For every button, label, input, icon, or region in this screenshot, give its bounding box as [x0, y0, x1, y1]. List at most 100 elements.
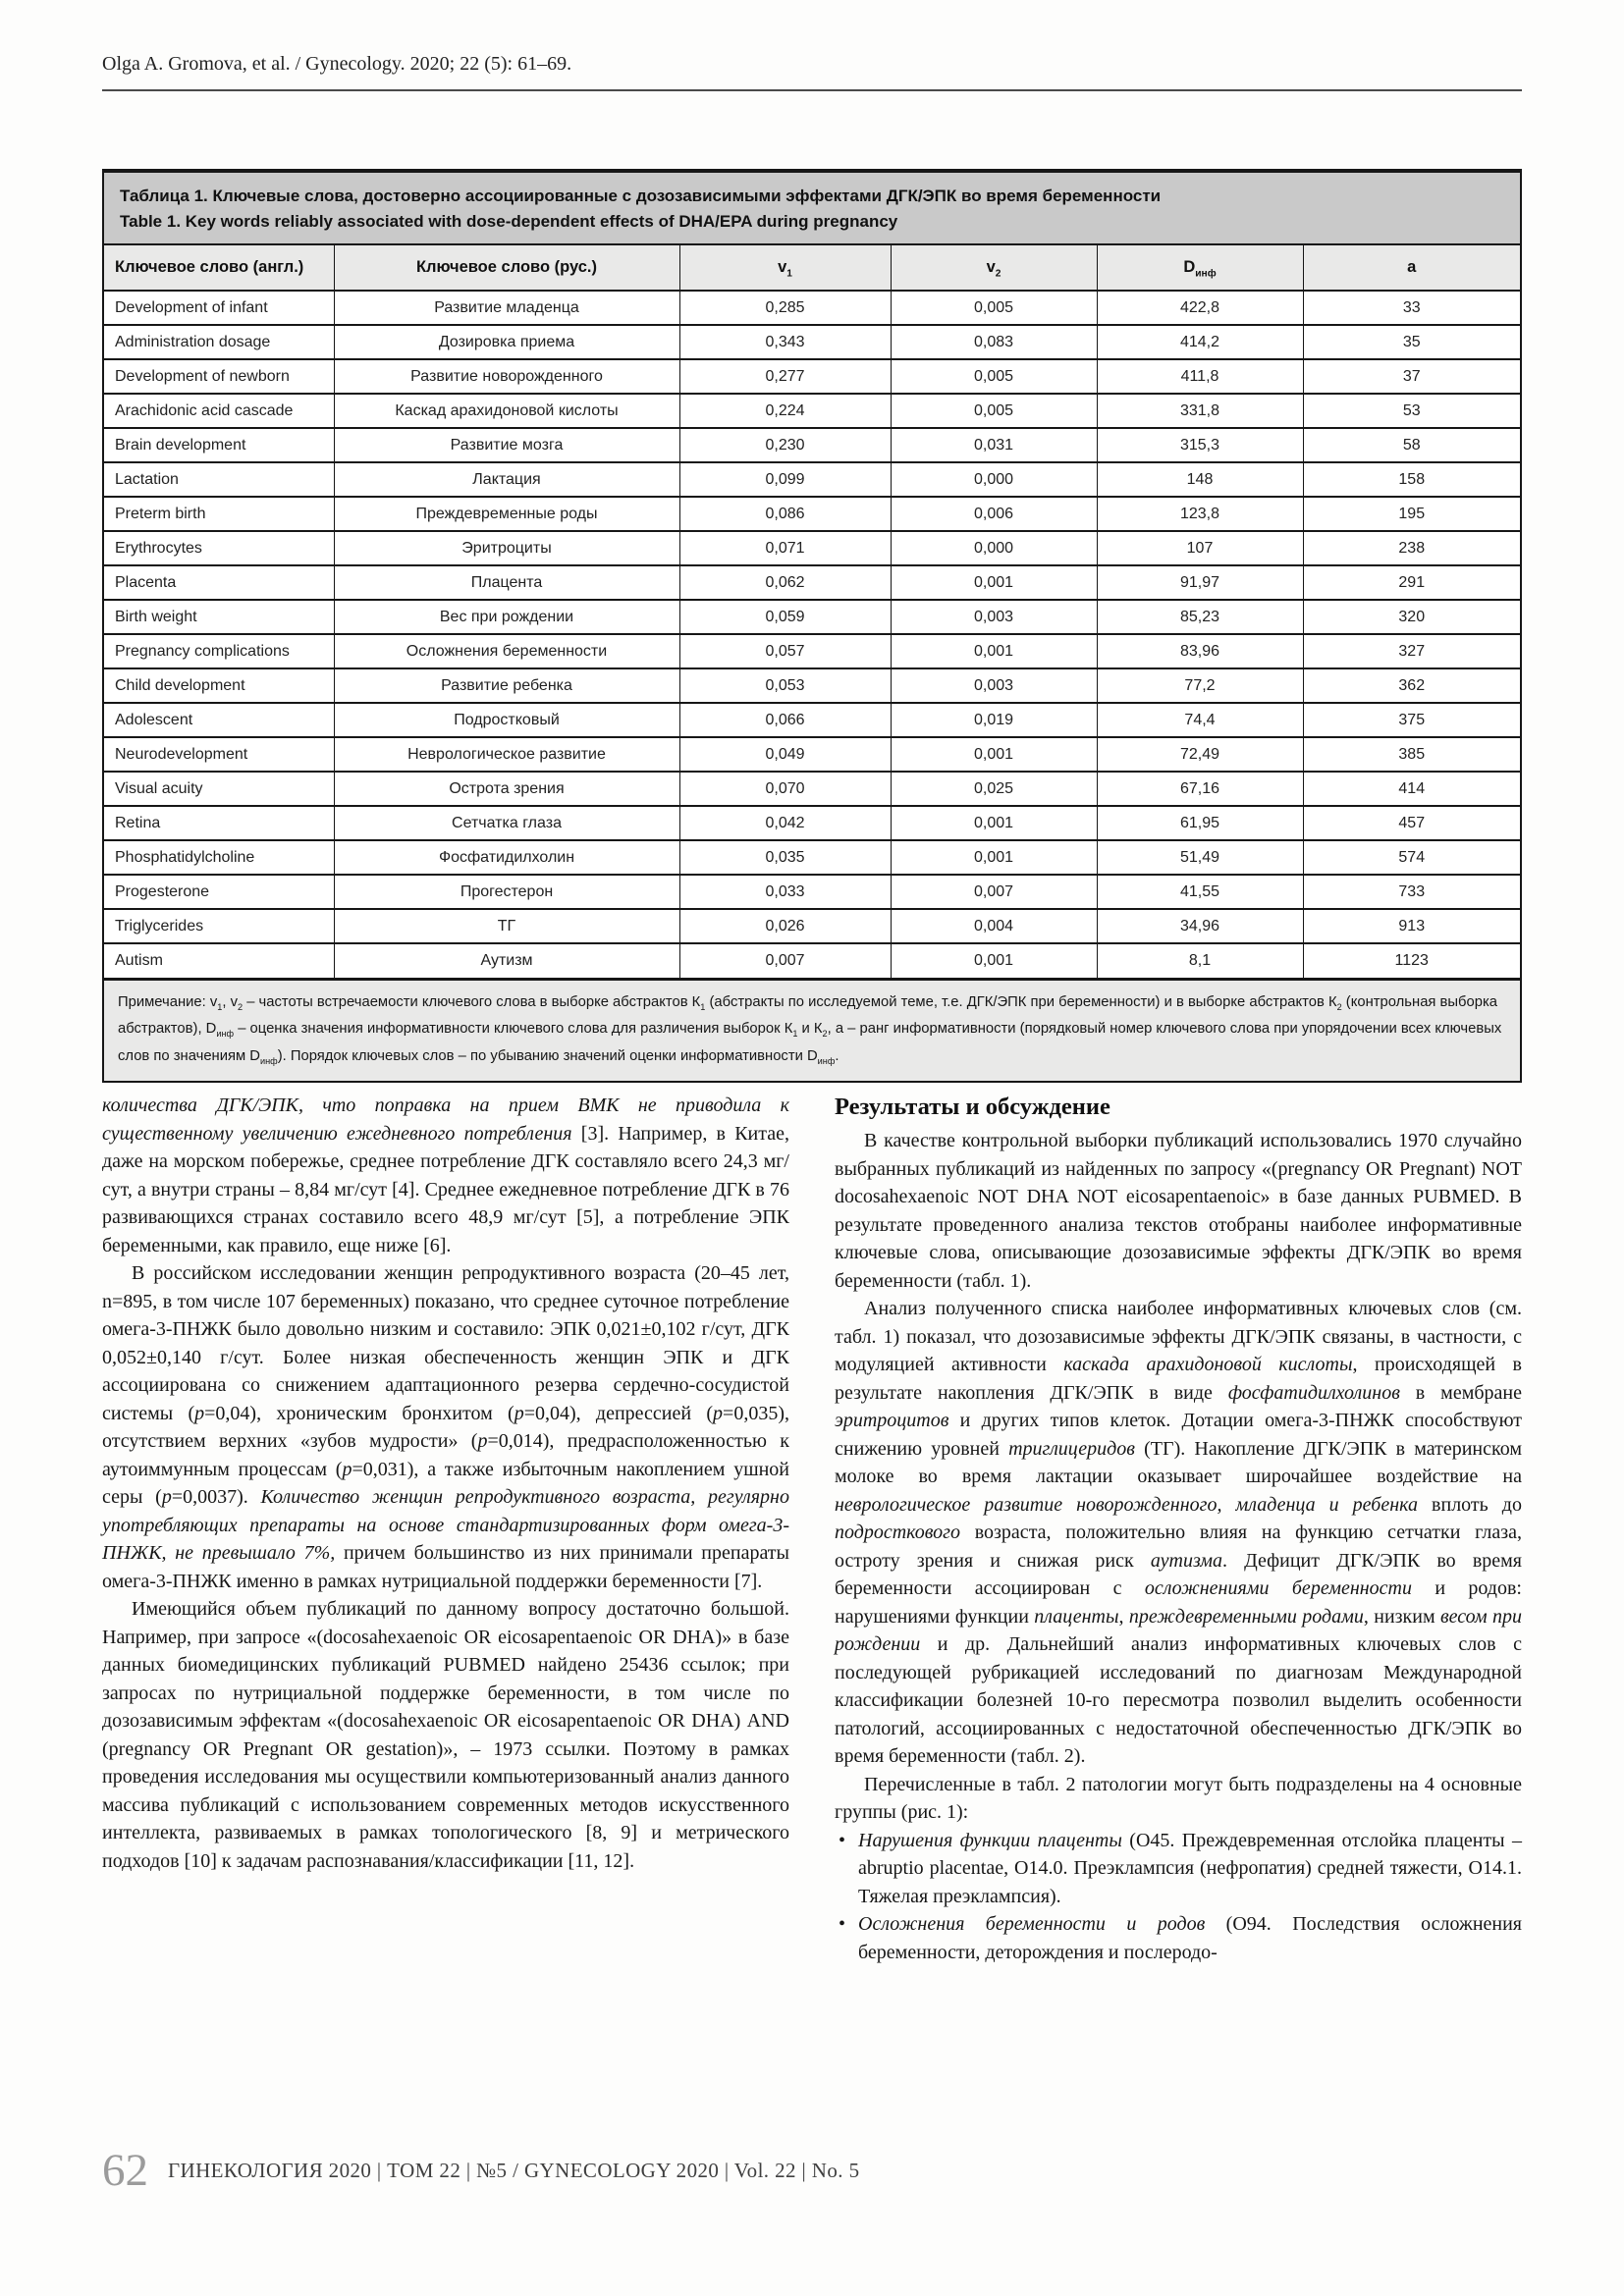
table-cell: 320: [1302, 599, 1520, 635]
table-cell: Phosphatidylcholine: [104, 839, 335, 876]
table-cell: 0,224: [678, 393, 892, 429]
table-cell: 0,066: [678, 702, 892, 738]
results-heading: Результаты и обсуждение: [835, 1094, 1110, 1120]
table-cell: 422,8: [1096, 290, 1304, 326]
table-row: Phosphatidylcholine Фосфатидилхолин 0,035 0…: [104, 839, 1520, 876]
table-cell: 291: [1302, 564, 1520, 601]
keywords-table: Ключевое слово (англ.) Ключевое слово (ру…: [104, 245, 1520, 979]
table-cell: Острота зрения: [333, 771, 680, 807]
table-row: Progesterone Прогестерон 0,033 0,007 41,55 73…: [104, 874, 1520, 910]
table-cell: 0,059: [678, 599, 892, 635]
table-cell: Administration dosage: [104, 324, 335, 360]
table-cell: Retina: [104, 805, 335, 841]
paragraph: В российском исследовании женщин репроду…: [102, 1262, 789, 1592]
table-cell: 0,001: [890, 805, 1098, 841]
table-title-en: Table 1. Key words reliably associated w…: [120, 211, 898, 231]
table-cell: Adolescent: [104, 702, 335, 738]
table-cell: 0,025: [890, 771, 1098, 807]
table-cell: 67,16: [1096, 771, 1304, 807]
table-cell: 33: [1302, 290, 1520, 326]
paragraph: Перечисленные в табл. 2 патологии могут …: [835, 1773, 1522, 1824]
table-cell: Neurodevelopment: [104, 736, 335, 773]
table-cell: ТГ: [333, 908, 680, 944]
table-row: Triglycerides ТГ 0,026 0,004 34,96 913: [104, 908, 1520, 944]
table-cell: 457: [1302, 805, 1520, 841]
table-cell: 58: [1302, 427, 1520, 463]
table-row: Development of newborn Развитие новорожде…: [104, 358, 1520, 395]
table-cell: 0,285: [678, 290, 892, 326]
table-cell: Лактация: [333, 461, 680, 498]
table-row: Visual acuity Острота зрения 0,070 0,025 67,…: [104, 771, 1520, 807]
table-cell: Вес при рождении: [333, 599, 680, 635]
table-cell: 0,004: [890, 908, 1098, 944]
table-cell: 195: [1302, 496, 1520, 532]
column-header: Ключевое слово (англ.): [104, 245, 335, 292]
table-cell: 0,035: [678, 839, 892, 876]
table-cell: 0,001: [890, 564, 1098, 601]
table-cell: 0,005: [890, 290, 1098, 326]
table-row: Brain development Развитие мозга 0,230 0,03…: [104, 427, 1520, 463]
table-cell: 0,005: [890, 393, 1098, 429]
paragraph: В качестве контрольной выборки публикаци…: [835, 1130, 1522, 1292]
table-cell: 107: [1096, 530, 1304, 566]
table-cell: 0,031: [890, 427, 1098, 463]
table-row: Autism Аутизм 0,007 0,001 8,1 1123: [104, 942, 1520, 979]
table-cell: Преждевременные роды: [333, 496, 680, 532]
table-cell: 0,086: [678, 496, 892, 532]
table-cell: 733: [1302, 874, 1520, 910]
table-cell: 91,97: [1096, 564, 1304, 601]
table-header-row: Ключевое слово (англ.) Ключевое слово (ру…: [104, 245, 1520, 292]
table-cell: Pregnancy complications: [104, 633, 335, 669]
table-cell: 315,3: [1096, 427, 1304, 463]
table-cell: 0,070: [678, 771, 892, 807]
table-cell: 0,230: [678, 427, 892, 463]
table-cell: Развитие ребенка: [333, 667, 680, 704]
table-cell: 0,026: [678, 908, 892, 944]
table-cell: 0,099: [678, 461, 892, 498]
table-cell: 37: [1302, 358, 1520, 395]
table-cell: 913: [1302, 908, 1520, 944]
table-cell: 51,49: [1096, 839, 1304, 876]
paragraph: количества ДГК/ЭПК, что поправка на прие…: [102, 1095, 789, 1256]
table-row: Birth weight Вес при рождении 0,059 0,003 85…: [104, 599, 1520, 635]
table-cell: Сетчатка глаза: [333, 805, 680, 841]
table-cell: 414: [1302, 771, 1520, 807]
table-cell: 0,053: [678, 667, 892, 704]
table-cell: Аутизм: [333, 942, 680, 979]
table-cell: Arachidonic acid cascade: [104, 393, 335, 429]
table-cell: 35: [1302, 324, 1520, 360]
table-cell: 362: [1302, 667, 1520, 704]
table-cell: Эритроциты: [333, 530, 680, 566]
table-cell: 238: [1302, 530, 1520, 566]
table-row: Lactation Лактация 0,099 0,000 148 158: [104, 461, 1520, 498]
table-cell: 158: [1302, 461, 1520, 498]
table-cell: Развитие новорожденного: [333, 358, 680, 395]
running-head: Olga A. Gromova, et al. / Gynecology. 20…: [102, 53, 1522, 91]
table-cell: 331,8: [1096, 393, 1304, 429]
table-cell: Lactation: [104, 461, 335, 498]
table-cell: 0,005: [890, 358, 1098, 395]
table-cell: 0,033: [678, 874, 892, 910]
pathology-groups-list: Нарушения функции плаценты (О45. Преждев…: [835, 1827, 1522, 1967]
table-cell: 53: [1302, 393, 1520, 429]
table-cell: Visual acuity: [104, 771, 335, 807]
table-cell: 0,343: [678, 324, 892, 360]
left-column: количества ДГК/ЭПК, что поправка на прие…: [102, 1092, 789, 1966]
column-header: v2: [890, 245, 1098, 292]
page-number: 62: [102, 2145, 148, 2196]
bullet-item: Нарушения функции плаценты (О45. Преждев…: [835, 1827, 1522, 1911]
table-cell: Development of newborn: [104, 358, 335, 395]
table-cell: 34,96: [1096, 908, 1304, 944]
table-cell: Прогестерон: [333, 874, 680, 910]
table-cell: Erythrocytes: [104, 530, 335, 566]
table-cell: Осложнения беременности: [333, 633, 680, 669]
paragraph: Имеющийся объем публикаций по данному во…: [102, 1598, 789, 1872]
table-row: Administration dosage Дозировка приема 0,3…: [104, 324, 1520, 360]
table-cell: Progesterone: [104, 874, 335, 910]
table-cell: 411,8: [1096, 358, 1304, 395]
table-cell: 574: [1302, 839, 1520, 876]
table-cell: Preterm birth: [104, 496, 335, 532]
table-cell: Плацента: [333, 564, 680, 601]
table-cell: Фосфатидилхолин: [333, 839, 680, 876]
table-cell: 0,000: [890, 461, 1098, 498]
